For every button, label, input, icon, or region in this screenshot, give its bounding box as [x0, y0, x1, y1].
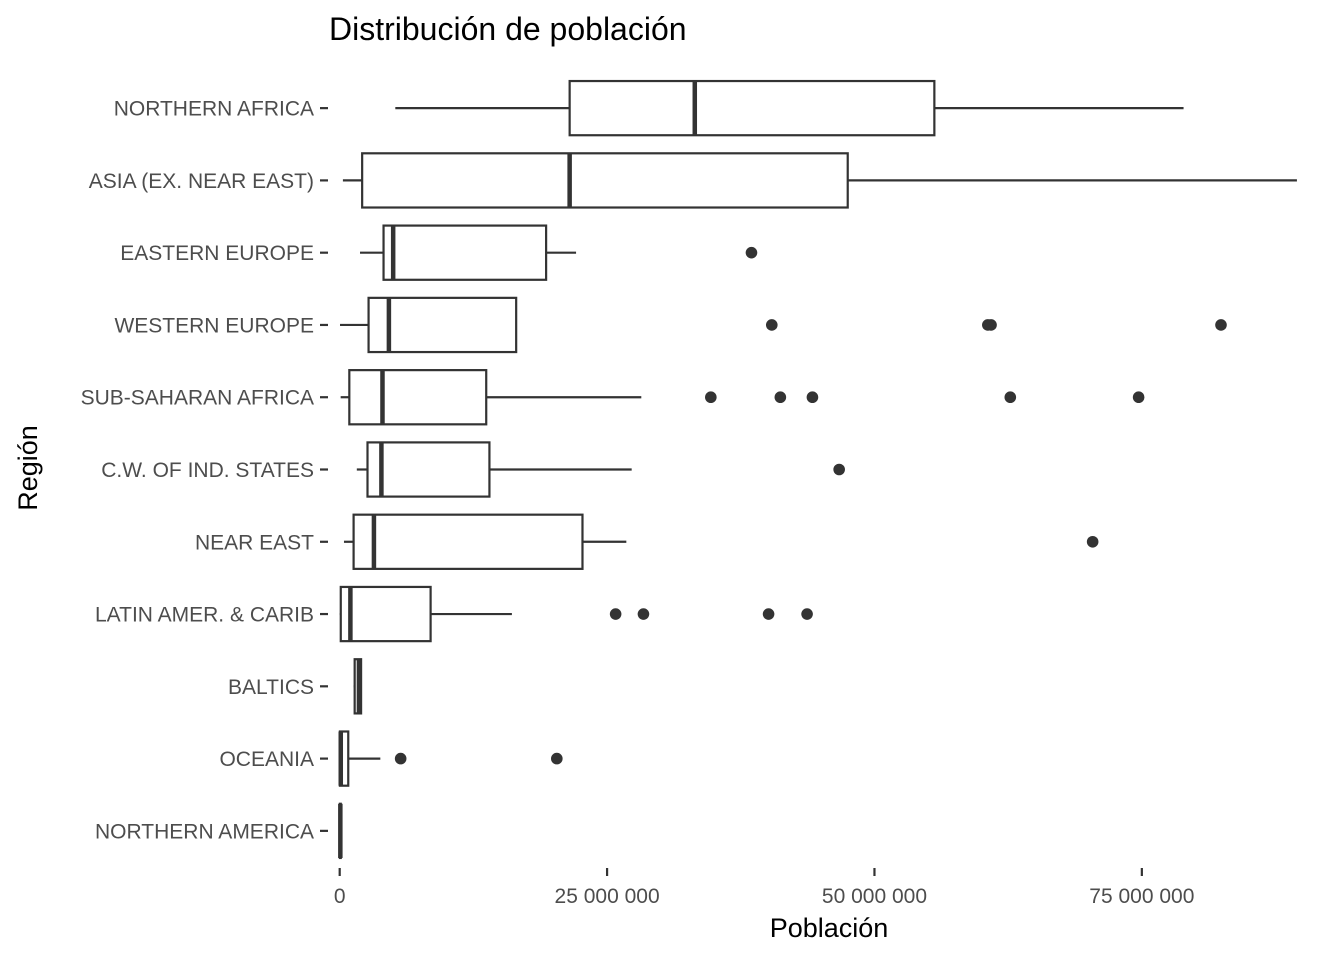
- box-eastern-europe: [360, 224, 758, 281]
- outlier-point-0: [833, 463, 845, 476]
- outlier-point-0: [705, 391, 717, 404]
- box-c-w-of-ind-states: [356, 441, 845, 498]
- y-tick-label-latin-amer-carib: LATIN AMER. & CARIB: [95, 604, 314, 627]
- x-tick-label-0: 0: [334, 885, 346, 908]
- outlier-point-2: [985, 319, 997, 331]
- box-body: [361, 152, 849, 209]
- outlier-point-2: [806, 391, 819, 404]
- outlier-point-1: [774, 391, 787, 404]
- y-tick-label-baltics: BALTICS: [228, 676, 314, 699]
- y-tick-label-sub-saharan-africa: SUB-SAHARAN AFRICA: [81, 387, 314, 410]
- box-northern-america: [338, 802, 343, 860]
- outlier-point-0: [765, 319, 778, 331]
- box-body: [367, 296, 518, 354]
- x-tick-label-3: 75 000 000: [1089, 885, 1194, 908]
- y-tick-label-oceania: OCEANIA: [219, 748, 314, 771]
- x-tick-label-2: 50 000 000: [822, 885, 927, 908]
- chart-title: Distribución de población: [329, 11, 687, 47]
- outlier-point-3: [1215, 319, 1227, 331]
- box-body: [382, 224, 548, 281]
- y-axis-title: Región: [13, 425, 43, 511]
- box-asia-ex-near-east: [342, 152, 1297, 209]
- box-body: [366, 441, 491, 498]
- outlier-point-0: [394, 752, 407, 765]
- outlier-point-3: [1004, 391, 1017, 404]
- x-axis: 0 25 000 000 50 000 000 75 000 000: [334, 868, 1194, 908]
- box-near-east: [343, 513, 1099, 570]
- box-western-europe: [340, 296, 1227, 354]
- box-latin-amer-carib: [339, 585, 813, 643]
- box-oceania: [338, 730, 563, 787]
- box-body: [348, 369, 488, 426]
- box-sub-saharan-africa: [340, 369, 1145, 426]
- box-northern-africa: [395, 79, 1184, 137]
- y-tick-label-c-w-of-ind-states: C.W. OF IND. STATES: [101, 459, 314, 482]
- y-tick-label-western-europe: WESTERN EUROPE: [114, 314, 314, 337]
- y-axis: NORTHERN AFRICA ASIA (EX. NEAR EAST) EASTE…: [81, 98, 328, 843]
- box-body: [568, 79, 936, 137]
- box-baltics: [353, 658, 363, 715]
- outlier-point-1: [551, 752, 563, 765]
- outlier-point-3: [801, 608, 813, 620]
- x-axis-title: Población: [770, 913, 889, 943]
- y-tick-label-eastern-europe: EASTERN EUROPE: [120, 242, 314, 265]
- y-tick-label-near-east: NEAR EAST: [195, 531, 314, 554]
- outlier-point-2: [762, 608, 775, 620]
- outlier-point-0: [745, 246, 758, 259]
- box-body: [339, 585, 432, 643]
- y-tick-label-northern-africa: NORTHERN AFRICA: [114, 98, 314, 121]
- x-tick-label-1: 25 000 000: [555, 885, 660, 908]
- outlier-point-4: [1132, 391, 1145, 404]
- outlier-point-1: [637, 608, 650, 620]
- outlier-point-0: [609, 608, 622, 620]
- y-tick-label-asia-ex-near-east: ASIA (EX. NEAR EAST): [89, 170, 314, 193]
- y-tick-label-northern-america: NORTHERN AMERICA: [95, 820, 314, 843]
- box-body: [352, 513, 584, 570]
- box-series: [338, 79, 1297, 860]
- outlier-point-0: [1086, 535, 1099, 548]
